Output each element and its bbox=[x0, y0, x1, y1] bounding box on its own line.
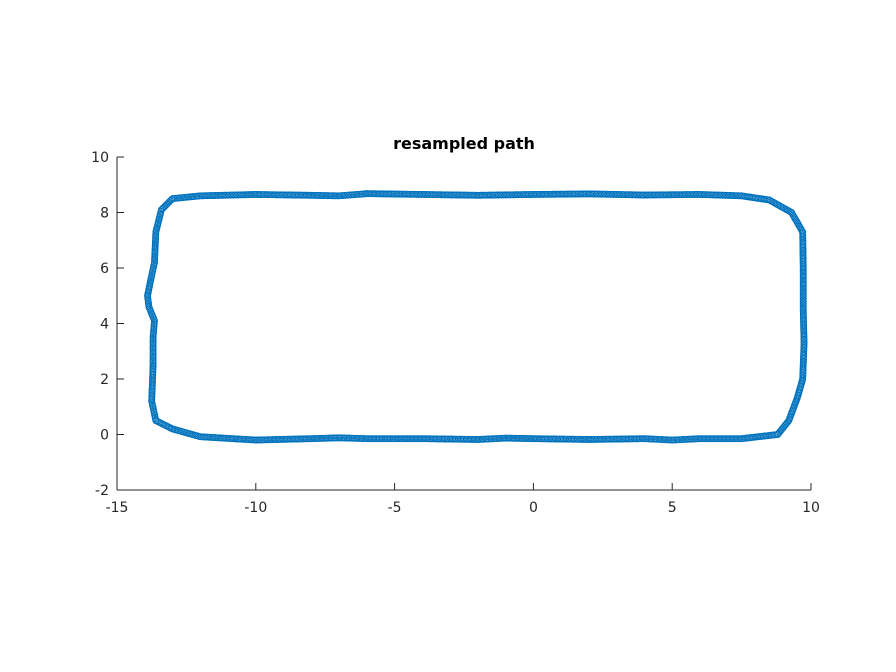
data-layer bbox=[144, 190, 808, 444]
y-tick-label: 8 bbox=[100, 206, 109, 222]
x-tick-label: -10 bbox=[244, 500, 267, 516]
x-tick-label: 5 bbox=[668, 500, 677, 516]
path-point bbox=[167, 196, 175, 204]
y-tick-label: 4 bbox=[100, 317, 109, 333]
y-ticks: -2 0 2 4 6 8 10 bbox=[91, 150, 124, 499]
path-point bbox=[166, 197, 174, 205]
chart-title: resampled path bbox=[393, 134, 535, 153]
y-tick-label: 2 bbox=[100, 372, 109, 388]
x-tick-label: -15 bbox=[106, 500, 129, 516]
x-tick-label: 0 bbox=[529, 500, 538, 516]
x-tick-label: 10 bbox=[802, 500, 820, 516]
y-tick-label: 0 bbox=[100, 428, 109, 444]
y-tick-label: 10 bbox=[91, 150, 109, 166]
x-ticks: -15 -10 -5 0 5 10 bbox=[106, 483, 820, 516]
path-point bbox=[165, 198, 173, 206]
y-tick-label: -2 bbox=[95, 483, 109, 499]
x-tick-label: -5 bbox=[388, 500, 402, 516]
y-tick-label: 6 bbox=[100, 261, 109, 277]
